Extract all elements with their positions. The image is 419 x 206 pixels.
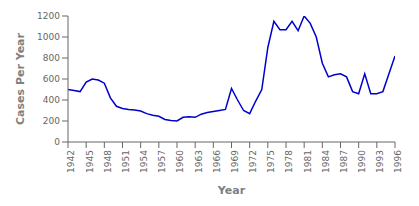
svg-text:1945: 1945	[85, 150, 95, 173]
svg-text:1954: 1954	[139, 150, 149, 173]
svg-text:1960: 1960	[175, 150, 185, 173]
svg-text:1957: 1957	[157, 150, 167, 173]
svg-text:0: 0	[54, 137, 60, 147]
svg-text:200: 200	[43, 116, 60, 126]
svg-text:1990: 1990	[357, 150, 367, 173]
svg-text:Year: Year	[217, 184, 246, 197]
svg-text:1951: 1951	[121, 150, 131, 173]
svg-text:1984: 1984	[321, 150, 331, 173]
svg-text:1963: 1963	[194, 150, 204, 173]
svg-text:1969: 1969	[230, 150, 240, 173]
svg-text:400: 400	[43, 95, 60, 105]
svg-text:1972: 1972	[248, 150, 258, 173]
svg-text:1996: 1996	[393, 150, 403, 173]
svg-text:1000: 1000	[37, 32, 60, 42]
svg-text:1978: 1978	[284, 150, 294, 173]
svg-text:Cases Per Year: Cases Per Year	[14, 32, 27, 124]
svg-text:600: 600	[43, 74, 60, 84]
svg-text:1993: 1993	[375, 150, 385, 173]
svg-text:1987: 1987	[339, 150, 349, 173]
svg-text:1948: 1948	[103, 150, 113, 173]
svg-text:1200: 1200	[37, 11, 60, 21]
svg-text:1975: 1975	[266, 150, 276, 173]
svg-text:800: 800	[43, 53, 60, 63]
svg-text:1966: 1966	[212, 150, 222, 173]
svg-text:1942: 1942	[66, 150, 76, 173]
svg-text:1981: 1981	[303, 150, 313, 173]
